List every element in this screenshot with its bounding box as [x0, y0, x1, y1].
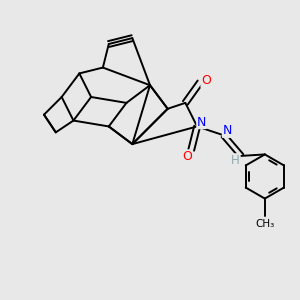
Text: H: H [231, 154, 240, 167]
Text: CH₃: CH₃ [255, 219, 274, 229]
Text: N: N [223, 124, 232, 137]
Text: O: O [182, 150, 192, 163]
Text: O: O [201, 74, 211, 87]
Text: N: N [197, 116, 206, 128]
